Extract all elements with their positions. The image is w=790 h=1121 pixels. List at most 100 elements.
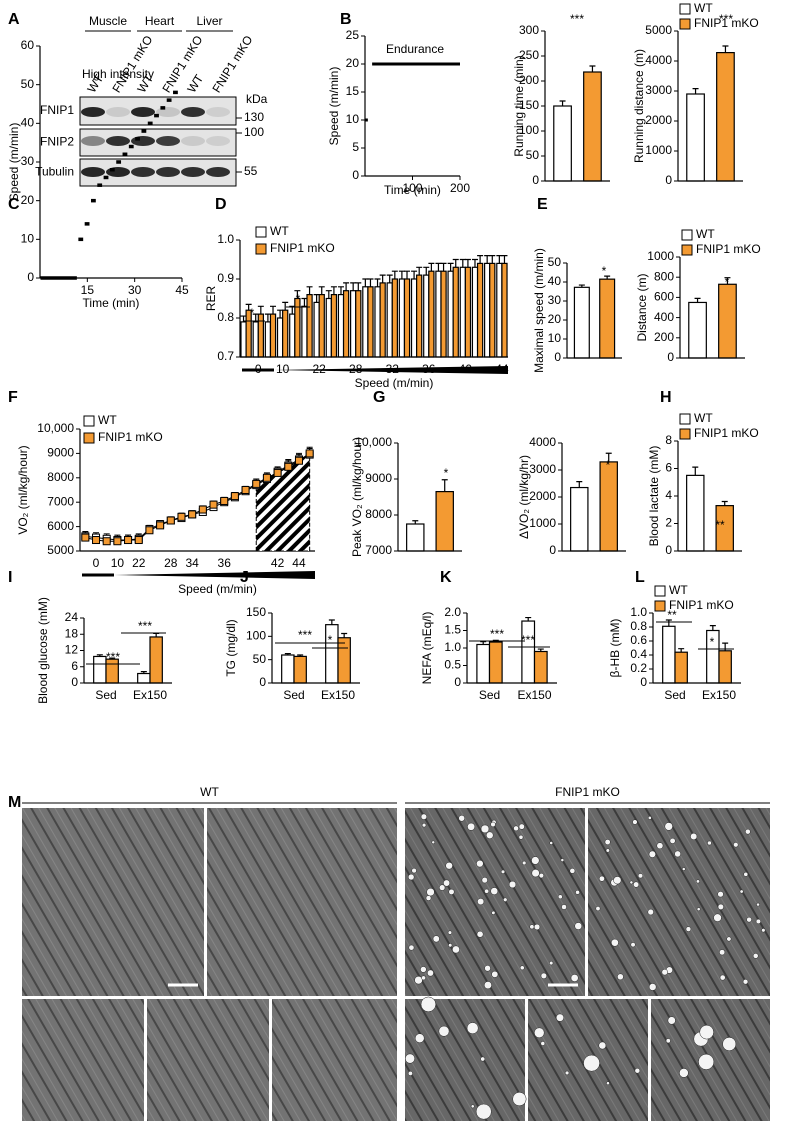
legend-label: FNIP1 mKO	[669, 598, 734, 612]
panel-label: F	[8, 389, 18, 406]
bar	[583, 71, 602, 182]
x-tick-label: Sed	[479, 688, 500, 702]
lipid-droplet	[414, 1033, 425, 1043]
bar	[410, 278, 418, 358]
lipid-droplet	[540, 972, 547, 979]
legend-swatch	[654, 600, 666, 612]
lipid-droplet	[674, 850, 681, 858]
marker	[262, 473, 271, 482]
significance: **	[715, 518, 725, 532]
lipid-droplet	[407, 1070, 413, 1076]
lane-label: FNIP1 mKO	[209, 33, 255, 95]
lipid-droplet	[470, 1104, 475, 1109]
lipid-droplet	[490, 887, 499, 895]
legend-swatch	[679, 3, 691, 15]
kda-label: kDa	[246, 92, 268, 106]
x-tick-label: 10	[111, 556, 125, 570]
bar	[686, 93, 705, 182]
lipid-droplet	[560, 858, 565, 862]
y-axis-label: Speed (m/min)	[7, 123, 21, 202]
group-label: WT	[200, 785, 219, 799]
bar	[573, 286, 590, 359]
significance: ***	[521, 633, 535, 647]
y-tick-label: 6	[71, 659, 78, 673]
lipid-droplet	[484, 965, 491, 972]
y-axis-label: ΔVO₂ (ml/kg/hr)	[517, 455, 531, 539]
error-bar	[559, 100, 566, 106]
blot-band	[206, 107, 230, 117]
y-tick-label: 9000	[47, 446, 74, 460]
lipid-droplet	[414, 975, 423, 985]
y-axis-label: Maximal speed (m/min)	[532, 248, 546, 373]
marker	[92, 536, 101, 545]
error-bar	[341, 632, 348, 638]
lipid-droplet	[756, 902, 760, 907]
error-bar	[294, 290, 301, 299]
error-bar	[435, 262, 442, 272]
bar	[553, 105, 572, 182]
significance: *	[444, 466, 449, 480]
bar	[440, 270, 447, 358]
lipid-droplet	[445, 861, 453, 870]
error-bar	[484, 255, 491, 264]
y-tick-label: 5	[352, 140, 359, 154]
y-tick-label: 30	[21, 154, 35, 168]
y-axis-label: Blood lactate (mM)	[647, 446, 661, 547]
y-tick-label: 6000	[47, 519, 74, 533]
bar	[599, 278, 616, 359]
lipid-droplet	[431, 840, 435, 845]
bar	[599, 461, 618, 552]
sedentary-bar	[82, 573, 114, 577]
error-bar	[257, 305, 264, 315]
lipid-droplet	[685, 926, 692, 932]
blot-band	[81, 107, 105, 117]
speed-ramp	[114, 571, 315, 579]
legend-label: WT	[694, 1, 713, 15]
marker-label: 130	[244, 110, 264, 124]
error-bar	[605, 452, 612, 462]
significance: *	[606, 458, 611, 472]
lipid-droplet	[421, 822, 427, 828]
series-line	[85, 452, 310, 542]
error-bar	[362, 278, 369, 287]
bar	[306, 294, 313, 358]
y-axis-label: Speed (m/min)	[327, 67, 341, 146]
error-bar	[404, 270, 411, 279]
bar	[416, 274, 423, 358]
y-tick-label: 100	[519, 123, 539, 137]
legend-label: FNIP1 mKO	[270, 241, 335, 255]
lipid-droplet	[656, 842, 664, 850]
chart-title: High intensity	[82, 67, 154, 81]
bar	[674, 651, 688, 684]
x-tick-label: 200	[450, 181, 470, 195]
legend-swatch	[679, 413, 691, 425]
lipid-droplet	[405, 1053, 415, 1064]
marker	[294, 456, 303, 465]
y-tick-label: 0.5	[444, 658, 461, 672]
y-tick-label: 0.4	[630, 647, 647, 661]
blot-band	[106, 136, 130, 146]
lipid-droplet	[477, 898, 485, 906]
y-tick-label: 0	[640, 675, 647, 689]
error-bar	[330, 286, 337, 295]
error-bar	[441, 479, 448, 492]
bar	[350, 290, 357, 358]
error-bar	[379, 274, 386, 283]
y-tick-label: 3000	[529, 462, 556, 476]
bar	[406, 523, 425, 552]
micrograph	[588, 808, 770, 996]
error-bar	[447, 262, 454, 272]
error-bar	[416, 266, 423, 276]
lipid-droplet	[490, 821, 496, 828]
significance: ***	[490, 627, 504, 641]
x-tick-label: Ex150	[517, 688, 551, 702]
significance: *	[725, 275, 730, 289]
marker	[145, 526, 154, 535]
x-tick-label: 36	[218, 556, 232, 570]
marker	[188, 510, 197, 519]
legend-swatch	[681, 229, 693, 241]
x-tick-label: Sed	[283, 688, 304, 702]
lipid-droplet	[447, 930, 453, 935]
bar	[476, 643, 491, 684]
error-bar	[694, 297, 701, 303]
